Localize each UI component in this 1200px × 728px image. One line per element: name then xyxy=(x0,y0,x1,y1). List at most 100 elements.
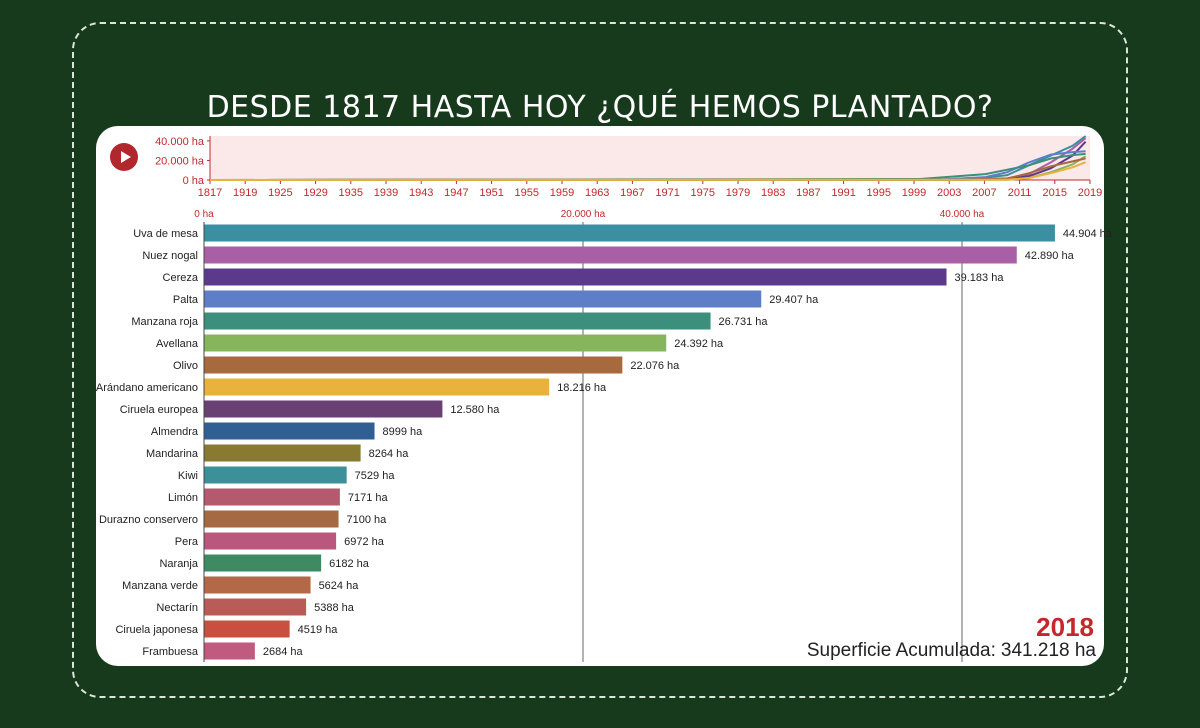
bar-category-label: Palta xyxy=(173,294,199,306)
bar-value-label: 5388 ha xyxy=(314,602,355,614)
bar-value-label: 12.580 ha xyxy=(450,404,500,416)
timeline-x-tick-label: 2011 xyxy=(1008,187,1032,199)
bar-value-label: 26.731 ha xyxy=(719,316,769,328)
page-title: DESDE 1817 HASTA HOY ¿QUÉ HEMOS PLANTADO… xyxy=(206,90,994,126)
timeline-x-tick-label: 1817 xyxy=(198,187,222,199)
bar-category-label: Durazno conservero xyxy=(99,514,198,526)
bar xyxy=(204,378,550,396)
timeline-x-tick-label: 1963 xyxy=(585,187,609,199)
bar xyxy=(204,268,947,286)
chart-card xyxy=(96,126,1104,666)
bar xyxy=(204,422,375,440)
timeline-y-tick-label: 0 ha xyxy=(183,175,205,187)
bar-category-label: Pera xyxy=(175,536,199,548)
timeline-x-tick-label: 1967 xyxy=(620,187,644,199)
cumulative-total: Superficie Acumulada: 341.218 ha xyxy=(802,640,1096,662)
bar-value-label: 18.216 ha xyxy=(557,382,607,394)
bar xyxy=(204,444,361,462)
bar-value-label: 7171 ha xyxy=(348,492,389,504)
play-icon xyxy=(120,151,131,163)
timeline-x-tick-label: 2003 xyxy=(937,187,961,199)
bar-value-label: 2684 ha xyxy=(263,646,304,658)
timeline-x-tick-label: 1975 xyxy=(691,187,715,199)
timeline-x-tick-label: 2019 xyxy=(1078,187,1102,199)
bar xyxy=(204,598,307,616)
bar-category-label: Almendra xyxy=(151,426,199,438)
bar xyxy=(204,246,1017,264)
timeline-x-tick-label: 2015 xyxy=(1043,187,1067,199)
dashed-frame xyxy=(72,22,1128,698)
bar xyxy=(204,488,340,506)
bar-value-label: 6182 ha xyxy=(329,558,370,570)
bar-value-label: 24.392 ha xyxy=(674,338,724,350)
bar-value-label: 4519 ha xyxy=(298,624,339,636)
timeline-x-tick-label: 1999 xyxy=(902,187,926,199)
bar-value-label: 39.183 ha xyxy=(955,272,1005,284)
bar-value-label: 7529 ha xyxy=(355,470,396,482)
bar-category-label: Ciruela japonesa xyxy=(115,624,198,636)
bar-category-label: Limón xyxy=(168,492,198,504)
total-label-text: Superficie Acumulada: xyxy=(806,640,996,661)
timeline-x-tick-label: 1939 xyxy=(374,187,398,199)
timeline-x-tick-label: 1959 xyxy=(550,187,574,199)
timeline-x-tick-label: 1987 xyxy=(796,187,820,199)
timeline-x-tick-label: 1995 xyxy=(867,187,891,199)
bar-category-label: Nuez nogal xyxy=(142,250,198,262)
timeline-x-tick-label: 2007 xyxy=(972,187,996,199)
timeline-x-tick-label: 1943 xyxy=(409,187,433,199)
timeline-x-tick-label: 1971 xyxy=(655,187,679,199)
bar-category-label: Cereza xyxy=(163,272,199,284)
timeline-y-tick-label: 20.000 ha xyxy=(155,155,205,167)
bar-value-label: 5624 ha xyxy=(319,580,360,592)
bar-value-label: 22.076 ha xyxy=(630,360,680,372)
bar-x-tick-label: 40.000 ha xyxy=(940,209,985,220)
bar-category-label: Arándano americano xyxy=(96,382,198,394)
timeline-x-tick-label: 1991 xyxy=(831,187,855,199)
bar-category-label: Olivo xyxy=(173,360,198,372)
timeline-x-tick-label: 1983 xyxy=(761,187,785,199)
bar-category-label: Avellana xyxy=(156,338,199,350)
bar xyxy=(204,532,337,550)
bar xyxy=(204,576,311,594)
bar-category-label: Kiwi xyxy=(178,470,198,482)
bar-category-label: Nectarín xyxy=(156,602,198,614)
bar xyxy=(204,554,322,572)
bar xyxy=(204,290,762,308)
bar xyxy=(204,356,623,374)
timeline-background xyxy=(210,136,1090,180)
bar xyxy=(204,510,339,528)
timeline-x-tick-label: 1919 xyxy=(233,187,257,199)
timeline-x-tick-label: 1951 xyxy=(479,187,503,199)
bar xyxy=(204,400,443,418)
timeline-x-tick-label: 1925 xyxy=(268,187,292,199)
bar xyxy=(204,312,711,330)
timeline-x-tick-label: 1935 xyxy=(339,187,363,199)
bar-value-label: 8999 ha xyxy=(383,426,424,438)
bar-value-label: 6972 ha xyxy=(344,536,385,548)
play-button[interactable] xyxy=(110,143,138,171)
bar-category-label: Uva de mesa xyxy=(133,228,199,240)
current-year: 2018 xyxy=(1036,612,1094,642)
bar xyxy=(204,334,667,352)
timeline-series-line xyxy=(209,161,1086,181)
bar-category-label: Frambuesa xyxy=(142,646,199,658)
timeline-y-tick-label: 40.000 ha xyxy=(155,136,205,148)
bar-x-tick-label: 0 ha xyxy=(194,209,214,220)
timeline-x-tick-label: 1929 xyxy=(303,187,327,199)
total-value: 341.218 ha xyxy=(1000,640,1096,661)
bar-value-label: 42.890 ha xyxy=(1025,250,1075,262)
bar xyxy=(204,642,255,660)
bar xyxy=(204,620,290,638)
bar xyxy=(204,224,1055,242)
bar-value-label: 8264 ha xyxy=(369,448,410,460)
bar-value-label: 7100 ha xyxy=(347,514,388,526)
timeline-x-tick-label: 1979 xyxy=(726,187,750,199)
bar-category-label: Manzana verde xyxy=(122,580,198,592)
timeline-x-tick-label: 1947 xyxy=(444,187,468,199)
bar-category-label: Manzana roja xyxy=(131,316,199,328)
bar-category-label: Mandarina xyxy=(146,448,199,460)
bar xyxy=(204,466,347,484)
timeline-x-tick-label: 1955 xyxy=(515,187,539,199)
bar-category-label: Ciruela europea xyxy=(120,404,199,416)
